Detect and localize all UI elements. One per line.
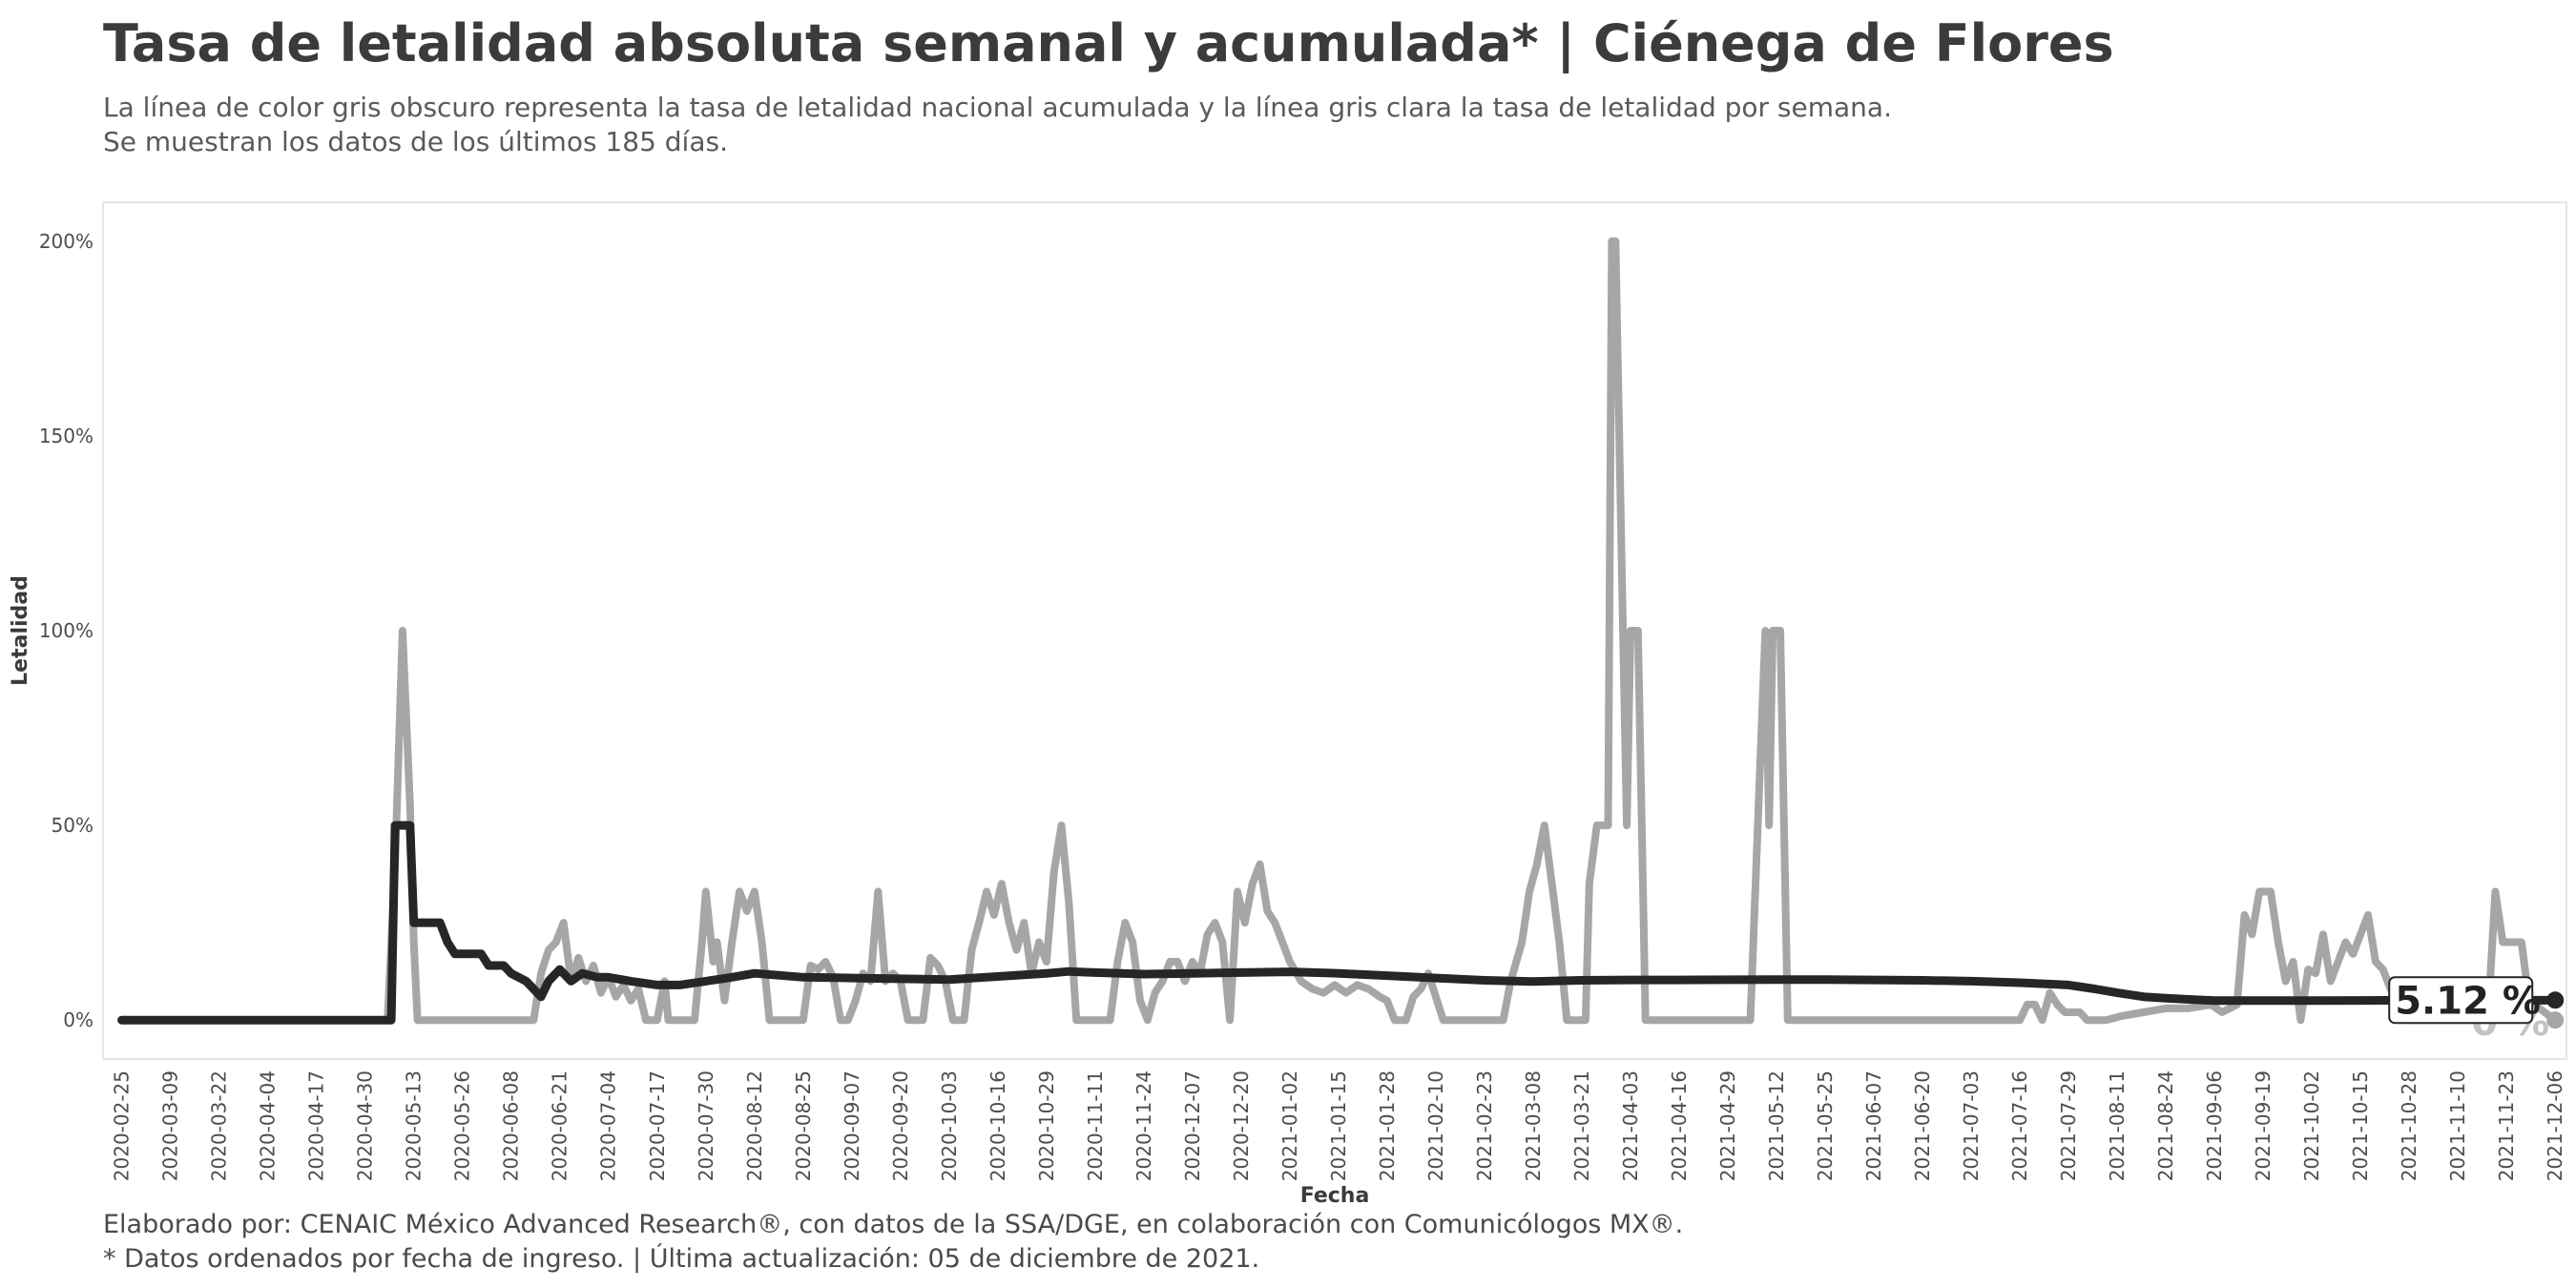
y-axis-title: Letalidad [9, 575, 32, 686]
end-label-cumulative-box [2388, 976, 2534, 1025]
x-tick-label: 2020-03-22 [208, 1070, 231, 1181]
cumulative-lethality-line [117, 821, 2560, 1025]
x-tick-label: 2021-10-28 [2398, 1070, 2420, 1181]
weekly-end-point [2546, 1011, 2565, 1029]
x-tick-label: 2021-09-19 [2252, 1070, 2275, 1181]
chart-title: Tasa de letalidad absoluta semanal y acu… [103, 13, 2114, 73]
x-tick-label: 2020-11-24 [1132, 1070, 1155, 1181]
x-tick-label: 2021-03-21 [1570, 1070, 1593, 1181]
x-tick-label: 2021-04-03 [1619, 1070, 1642, 1181]
x-tick-label: 2020-12-20 [1230, 1070, 1253, 1181]
x-tick-label: 2021-04-16 [1668, 1070, 1691, 1181]
x-tick-label: 2020-07-30 [695, 1070, 717, 1181]
x-axis-title: Fecha [1300, 1184, 1370, 1208]
x-tick-label: 2020-10-03 [938, 1070, 961, 1181]
x-tick-label: 2021-06-07 [1862, 1070, 1885, 1181]
y-tick-label: 150% [39, 425, 93, 447]
x-tick-label: 2021-12-06 [2544, 1070, 2566, 1181]
x-tick-label: 2021-08-11 [2106, 1070, 2129, 1181]
x-tick-label: 2021-05-12 [1765, 1070, 1788, 1181]
x-tick-label: 2020-02-25 [111, 1070, 134, 1181]
x-tick-label: 2021-02-10 [1424, 1070, 1447, 1181]
x-tick-label: 2020-07-17 [646, 1070, 669, 1181]
x-tick-label: 2020-06-21 [549, 1070, 571, 1181]
y-axis-ticks: 0% 50% 100% 150% 200% [39, 230, 93, 1031]
x-tick-label: 2021-02-23 [1473, 1070, 1496, 1181]
x-tick-label: 2020-04-17 [305, 1070, 328, 1181]
source-caption: Elaborado por: CENAIC México Advanced Re… [103, 1210, 1684, 1239]
x-tick-label: 2020-10-29 [1035, 1070, 1058, 1181]
x-tick-label: 2020-08-25 [792, 1070, 815, 1181]
end-label-cumulative: 5.12 % [2395, 979, 2541, 1023]
x-tick-label: 2020-09-20 [889, 1070, 912, 1181]
x-tick-label: 2020-07-04 [597, 1070, 620, 1181]
x-axis-ticks: 2020-02-25 2020-03-09 2020-03-22 2020-04-04… [111, 1070, 2567, 1181]
weekly-lethality-line [117, 237, 2560, 1025]
x-tick-label: 2021-01-02 [1278, 1070, 1301, 1181]
x-tick-label: 2021-07-03 [1960, 1070, 1983, 1181]
cumulative-end-point [2546, 991, 2565, 1009]
x-tick-label: 2021-01-15 [1327, 1070, 1350, 1181]
y-tick-label: 100% [39, 619, 93, 642]
chart-subtitle-line-1: La línea de color gris obscuro represent… [103, 92, 1892, 123]
x-tick-label: 2020-03-09 [159, 1070, 182, 1181]
y-tick-label: 50% [52, 814, 93, 837]
update-caption: * Datos ordenados por fecha de ingreso. … [103, 1244, 1260, 1274]
y-tick-label: 0% [63, 1008, 93, 1031]
x-tick-label: 2020-12-07 [1181, 1070, 1204, 1181]
x-tick-label: 2020-11-11 [1084, 1070, 1107, 1181]
plot-panel [102, 201, 2567, 1060]
x-tick-label: 2021-07-29 [2057, 1070, 2080, 1181]
x-tick-label: 2021-07-16 [2008, 1070, 2031, 1181]
x-tick-label: 2020-08-12 [743, 1070, 766, 1181]
x-tick-label: 2020-05-13 [403, 1070, 426, 1181]
x-tick-label: 2020-04-30 [354, 1070, 377, 1181]
x-tick-label: 2021-08-24 [2154, 1070, 2177, 1181]
x-tick-label: 2021-09-06 [2203, 1070, 2226, 1181]
x-tick-label: 2020-10-16 [987, 1070, 1009, 1181]
x-tick-label: 2020-06-08 [500, 1070, 523, 1181]
x-tick-label: 2021-06-20 [1911, 1070, 1934, 1181]
end-labels: 0 % 5.12 % [2388, 976, 2549, 1045]
x-tick-label: 2021-03-08 [1522, 1070, 1545, 1181]
x-tick-label: 2020-05-26 [451, 1070, 474, 1181]
x-tick-label: 2021-01-28 [1376, 1070, 1399, 1181]
x-tick-label: 2020-04-04 [257, 1070, 280, 1181]
x-tick-label: 2021-11-10 [2446, 1070, 2469, 1181]
x-tick-label: 2021-05-25 [1814, 1070, 1837, 1181]
x-tick-label: 2020-09-07 [841, 1070, 863, 1181]
series-layer [117, 237, 2565, 1029]
chart-subtitle-line-2: Se muestran los datos de los últimos 185… [103, 126, 728, 157]
y-tick-label: 200% [39, 230, 93, 253]
x-tick-label: 2021-10-02 [2300, 1070, 2323, 1181]
x-tick-label: 2021-04-29 [1716, 1070, 1739, 1181]
x-tick-label: 2021-11-23 [2495, 1070, 2518, 1181]
x-tick-label: 2021-10-15 [2349, 1070, 2372, 1181]
